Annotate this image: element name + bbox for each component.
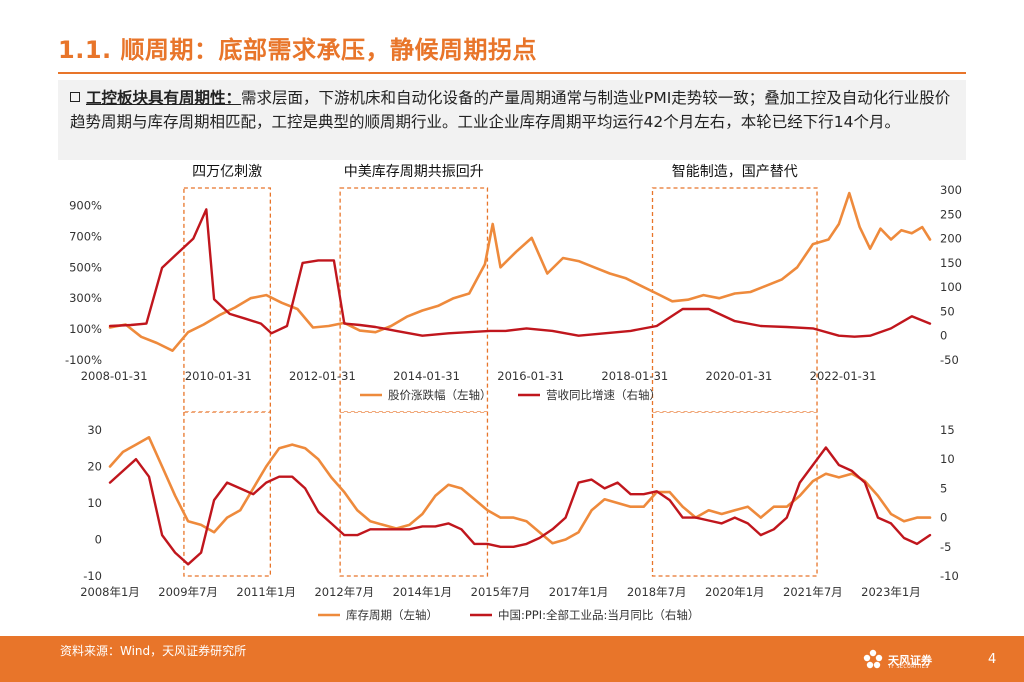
chart-inventory-vs-ppi: -10 0 10 20 30 -10 -5 0 5 10 15 2008年1月 2009年7月 2011年… xyxy=(80,412,959,622)
y-left-tick-label: 0 xyxy=(95,533,102,547)
series-line-0 xyxy=(108,191,932,352)
summary-text: 需求层面，下游机床和自动化设备的产量周期通常与制造业PMI走势较一致；叠加工控及… xyxy=(70,89,951,131)
summary-lead: 工控板块具有周期性： xyxy=(86,89,242,107)
y-left-tick-label: 700% xyxy=(69,229,102,243)
y-left-tick-label: 30 xyxy=(87,423,102,437)
y-right-tick-label: -5 xyxy=(940,540,951,554)
x-tick-label: 2021年7月 xyxy=(783,585,843,599)
x-tick-label: 2008-01-31 xyxy=(81,369,148,383)
page-number: 4 xyxy=(988,652,997,667)
period-box-1 xyxy=(339,412,489,577)
y-right-tick-label: 150 xyxy=(940,256,962,270)
y-left-tick-label: 500% xyxy=(69,260,102,274)
x-tick-label: 2022-01-31 xyxy=(810,369,877,383)
period-box-0 xyxy=(183,412,272,577)
summary-paragraph: 工控板块具有周期性：需求层面，下游机床和自动化设备的产量周期通常与制造业PMI走… xyxy=(70,86,958,134)
x-tick-label: 2014年1月 xyxy=(393,585,453,599)
y-right-tick-label: -50 xyxy=(940,353,959,367)
source-note: 资料来源：Wind，天风证券研究所 xyxy=(60,644,247,658)
x-tick-label: 2020年1月 xyxy=(705,585,765,599)
y-right-tick-label: 300 xyxy=(940,183,962,197)
legend-label-1: 中国:PPI:全部工业品:当月同比（右轴） xyxy=(498,608,699,622)
series-line-1 xyxy=(108,446,932,566)
x-tick-label: 2018-01-31 xyxy=(601,369,668,383)
series-line-1 xyxy=(108,208,932,338)
period-label-2: 智能制造，国产替代 xyxy=(672,164,798,180)
logo-subtext: TF SECURITIES xyxy=(888,664,929,670)
y-left-tick-label: -10 xyxy=(83,569,102,583)
y-right-tick-label: 0 xyxy=(940,329,947,343)
period-box-2 xyxy=(651,187,818,412)
x-tick-label: 2009年7月 xyxy=(158,585,218,599)
y-left-tick-label: 300% xyxy=(69,291,102,305)
y-left-tick-label: 900% xyxy=(69,198,102,212)
y-left-tick-label: 20 xyxy=(87,460,102,474)
period-label-0: 四万亿刺激 xyxy=(192,163,262,180)
x-tick-label: 2020-01-31 xyxy=(706,369,773,383)
x-tick-label: 2018年7月 xyxy=(627,585,687,599)
y-right-tick-label: 100 xyxy=(940,280,962,294)
y-left-tick-label: 100% xyxy=(69,322,102,336)
page-title: 1.1. 顺周期：底部需求承压，静候周期拐点 xyxy=(58,36,537,64)
legend-label-0: 库存周期（左轴） xyxy=(346,608,438,622)
y-right-tick-label: 15 xyxy=(940,423,955,437)
chart-stock-vs-revenue: 四万亿刺激 中美库存周期共振回升 智能制造，国产替代-100%100%300%500… xyxy=(65,163,962,412)
series-line-0 xyxy=(108,435,932,545)
x-tick-label: 2010-01-31 xyxy=(185,369,252,383)
x-tick-label: 2012-01-31 xyxy=(289,369,356,383)
y-left-tick-label: 10 xyxy=(87,496,102,510)
title-divider xyxy=(58,72,966,74)
period-label-1: 中美库存周期共振回升 xyxy=(344,164,484,180)
x-tick-label: 2011年1月 xyxy=(236,585,296,599)
footer-bar xyxy=(0,636,1024,682)
y-right-tick-label: 0 xyxy=(940,511,947,525)
y-right-tick-label: 10 xyxy=(940,452,955,466)
x-tick-label: 2012年7月 xyxy=(314,585,374,599)
y-right-tick-label: 5 xyxy=(940,481,947,495)
y-right-tick-label: 250 xyxy=(940,207,962,221)
period-box-0 xyxy=(183,187,272,412)
y-right-tick-label: 200 xyxy=(940,232,962,246)
y-right-tick-label: 50 xyxy=(940,304,955,318)
x-tick-label: 2014-01-31 xyxy=(393,369,460,383)
x-tick-label: 2015年7月 xyxy=(471,585,531,599)
x-tick-label: 2023年1月 xyxy=(861,585,921,599)
logo-text: 天风证券 xyxy=(888,654,932,667)
y-left-tick-label: -100% xyxy=(65,353,102,367)
tf-securities-logo-icon xyxy=(863,649,883,669)
square-bullet-icon xyxy=(70,92,80,102)
x-tick-label: 2017年1月 xyxy=(549,585,609,599)
y-right-tick-label: -10 xyxy=(940,569,959,583)
period-box-2 xyxy=(651,412,818,577)
legend-label-0: 股价涨跌幅（左轴） xyxy=(388,388,492,402)
x-tick-label: 2016-01-31 xyxy=(497,369,564,383)
x-tick-label: 2008年1月 xyxy=(80,585,140,599)
summary-box: 工控板块具有周期性：需求层面，下游机床和自动化设备的产量周期通常与制造业PMI走… xyxy=(58,80,966,160)
legend-label-1: 营收同比增速（右轴） xyxy=(546,388,661,402)
